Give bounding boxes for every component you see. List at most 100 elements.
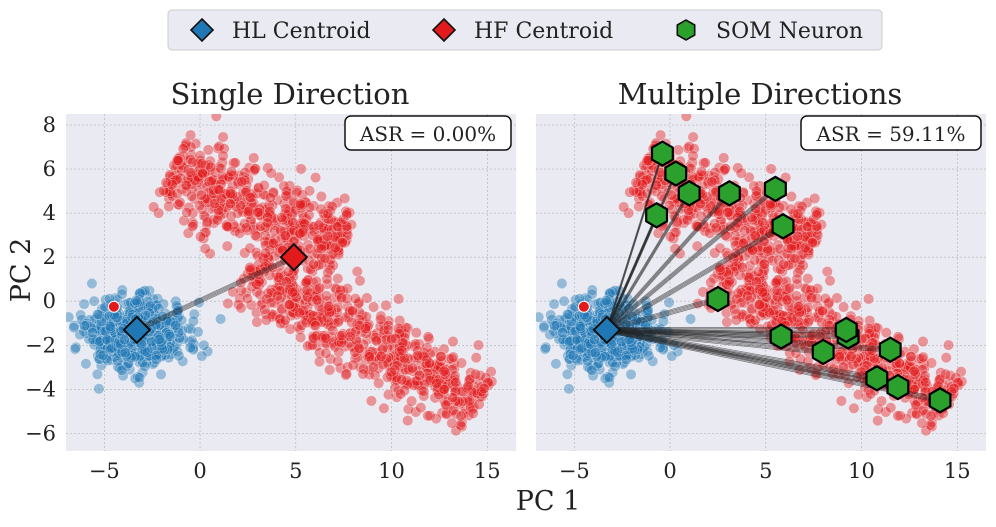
legend-label: SOM Neuron bbox=[716, 19, 863, 44]
scatter-point bbox=[917, 335, 929, 347]
scatter-point bbox=[255, 220, 267, 232]
scatter-point bbox=[201, 219, 213, 231]
scatter-point bbox=[204, 155, 216, 167]
scatter-point bbox=[389, 333, 401, 345]
scatter-point bbox=[341, 207, 353, 219]
scatter-point bbox=[150, 354, 162, 366]
scatter-point bbox=[238, 196, 250, 208]
scatter-point bbox=[161, 332, 173, 344]
scatter-point bbox=[852, 389, 864, 401]
x-tick-label: 15 bbox=[474, 459, 501, 483]
scatter-point bbox=[244, 191, 256, 203]
scatter-point bbox=[98, 332, 110, 344]
scatter-point bbox=[151, 338, 163, 350]
scatter-point bbox=[347, 359, 359, 371]
scatter-point bbox=[292, 225, 304, 237]
scatter-point bbox=[140, 345, 152, 357]
scatter-point bbox=[240, 185, 252, 197]
scatter-point bbox=[208, 174, 220, 186]
scatter-point bbox=[790, 290, 802, 302]
scatter-point bbox=[162, 316, 174, 328]
scatter-point bbox=[687, 131, 699, 143]
scatter-point bbox=[114, 340, 126, 352]
scatter-point bbox=[485, 366, 497, 378]
scatter-point bbox=[111, 312, 123, 324]
scatter-point bbox=[319, 241, 331, 253]
scatter-point bbox=[105, 320, 117, 332]
scatter-point bbox=[196, 158, 208, 170]
scatter-point bbox=[368, 301, 380, 313]
scatter-point bbox=[134, 372, 146, 384]
scatter-point bbox=[66, 311, 75, 323]
scatter-point bbox=[133, 299, 145, 311]
scatter-point bbox=[315, 243, 327, 255]
scatter-point bbox=[270, 268, 282, 280]
scatter-point bbox=[87, 333, 99, 345]
scatter-point bbox=[685, 313, 697, 325]
scatter-point bbox=[150, 326, 162, 338]
scatter-point bbox=[431, 377, 443, 389]
scatter-point bbox=[124, 341, 136, 353]
scatter-point bbox=[141, 342, 153, 354]
scatter-point bbox=[197, 171, 209, 183]
scatter-point bbox=[188, 193, 200, 205]
scatter-point bbox=[171, 338, 183, 350]
scatter-point bbox=[263, 207, 275, 219]
scatter-point bbox=[199, 193, 211, 205]
scatter-point bbox=[241, 224, 253, 236]
scatter-point bbox=[222, 221, 234, 233]
scatter-point bbox=[325, 213, 337, 225]
scatter-point bbox=[284, 180, 296, 192]
scatter-point bbox=[920, 376, 932, 388]
scatter-point bbox=[162, 178, 174, 190]
scatter-point bbox=[556, 327, 568, 339]
scatter-point bbox=[94, 336, 106, 348]
scatter-point bbox=[335, 232, 347, 244]
scatter-point bbox=[295, 218, 307, 230]
scatter-point bbox=[332, 249, 344, 261]
scatter-point bbox=[323, 232, 335, 244]
scatter-point bbox=[192, 173, 204, 185]
scatter-point bbox=[285, 228, 297, 240]
scatter-point bbox=[401, 377, 413, 389]
scatter-point bbox=[91, 322, 103, 334]
scatter-point bbox=[172, 312, 184, 324]
scatter-point bbox=[104, 313, 116, 325]
scatter-point bbox=[335, 219, 347, 231]
scatter-point bbox=[150, 299, 162, 311]
scatter-point bbox=[177, 355, 189, 367]
scatter-point bbox=[192, 171, 204, 183]
scatter-point bbox=[126, 343, 138, 355]
scatter-point bbox=[236, 176, 248, 188]
scatter-point bbox=[116, 288, 128, 300]
scatter-point bbox=[148, 293, 160, 305]
scatter-point bbox=[203, 176, 215, 188]
scatter-point bbox=[370, 335, 382, 347]
scatter-point bbox=[94, 325, 106, 337]
scatter-point bbox=[173, 199, 185, 211]
asr-label-right: ASR = 59.11% bbox=[816, 122, 966, 146]
scatter-point bbox=[320, 332, 332, 344]
scatter-point bbox=[213, 204, 225, 216]
scatter-point bbox=[283, 205, 295, 217]
scatter-point bbox=[123, 310, 135, 322]
scatter-point bbox=[284, 298, 296, 310]
scatter-point bbox=[152, 347, 164, 359]
scatter-point bbox=[208, 188, 220, 200]
scatter-point bbox=[111, 340, 123, 352]
scatter-point bbox=[288, 218, 300, 230]
scatter-point bbox=[131, 296, 143, 308]
scatter-point bbox=[156, 343, 168, 355]
scatter-point bbox=[175, 172, 187, 184]
scatter-point bbox=[687, 150, 699, 162]
scatter-point bbox=[620, 354, 632, 366]
scatter-point bbox=[188, 308, 200, 320]
scatter-point bbox=[156, 340, 168, 352]
scatter-point bbox=[239, 167, 251, 179]
scatter-point bbox=[174, 151, 186, 163]
scatter-point bbox=[84, 321, 96, 333]
scatter-point bbox=[326, 224, 338, 236]
scatter-point bbox=[322, 267, 334, 279]
scatter-point bbox=[76, 314, 88, 326]
scatter-point bbox=[216, 204, 228, 216]
